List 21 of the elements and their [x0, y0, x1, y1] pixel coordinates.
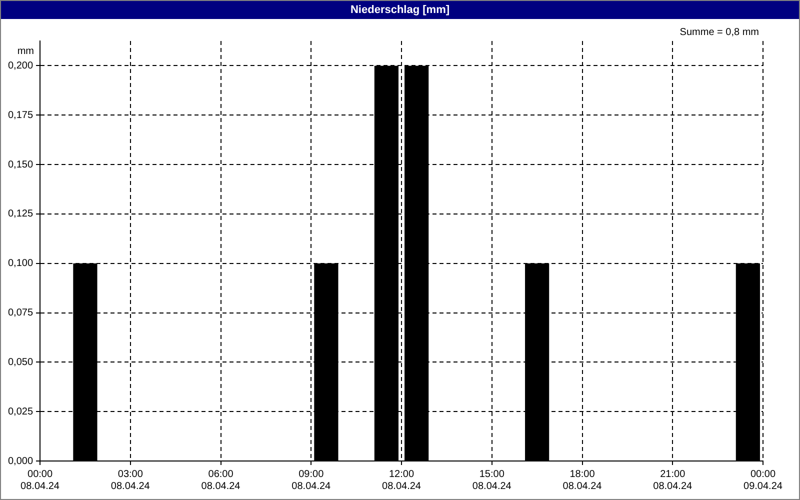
y-tick-label: 0,200: [8, 60, 34, 72]
y-tick-label: 0,050: [8, 356, 34, 368]
y-tick-label: 0,075: [8, 308, 34, 319]
x-tick-label: 06:00 08.04.24: [201, 468, 241, 492]
y-tick-label: 0,175: [8, 110, 34, 121]
x-tick-label: 21:00 08.04.24: [653, 468, 693, 492]
chart-title: Niederschlag [mm]: [1, 1, 799, 19]
x-tick-label: 00:00 09.04.24: [744, 468, 783, 492]
y-axis-title: mm: [17, 46, 34, 57]
x-tick-label: 15:00 08.04.24: [472, 468, 512, 492]
y-tick-label: 0,025: [8, 406, 34, 418]
x-tick-label: 03:00 08.04.24: [110, 468, 150, 492]
text: Summe = 0,8 mm: [680, 26, 759, 38]
x-tick-label: 18:00 08.04.24: [562, 468, 602, 492]
x-tick-label: 09:00 08.04.24: [292, 468, 332, 492]
y-tick-label: 0,000: [8, 456, 34, 467]
y-tick-label: 0,150: [8, 159, 34, 170]
y-tick-label: 0,125: [8, 208, 34, 220]
y-tick-label: 0,100: [8, 258, 34, 270]
x-tick-label: 00:00 08.04.24: [20, 468, 60, 492]
x-tick-label: 12:00 08.04.24: [382, 468, 422, 492]
